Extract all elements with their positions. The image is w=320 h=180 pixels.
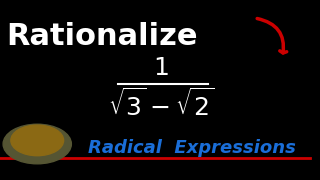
Text: Radical  Expressions: Radical Expressions — [88, 139, 296, 157]
Text: $\sqrt{3} - \sqrt{2}$: $\sqrt{3} - \sqrt{2}$ — [108, 88, 214, 121]
Circle shape — [3, 124, 71, 164]
Text: 1: 1 — [153, 56, 169, 80]
Circle shape — [11, 125, 64, 156]
Text: Rationalize: Rationalize — [6, 21, 198, 51]
